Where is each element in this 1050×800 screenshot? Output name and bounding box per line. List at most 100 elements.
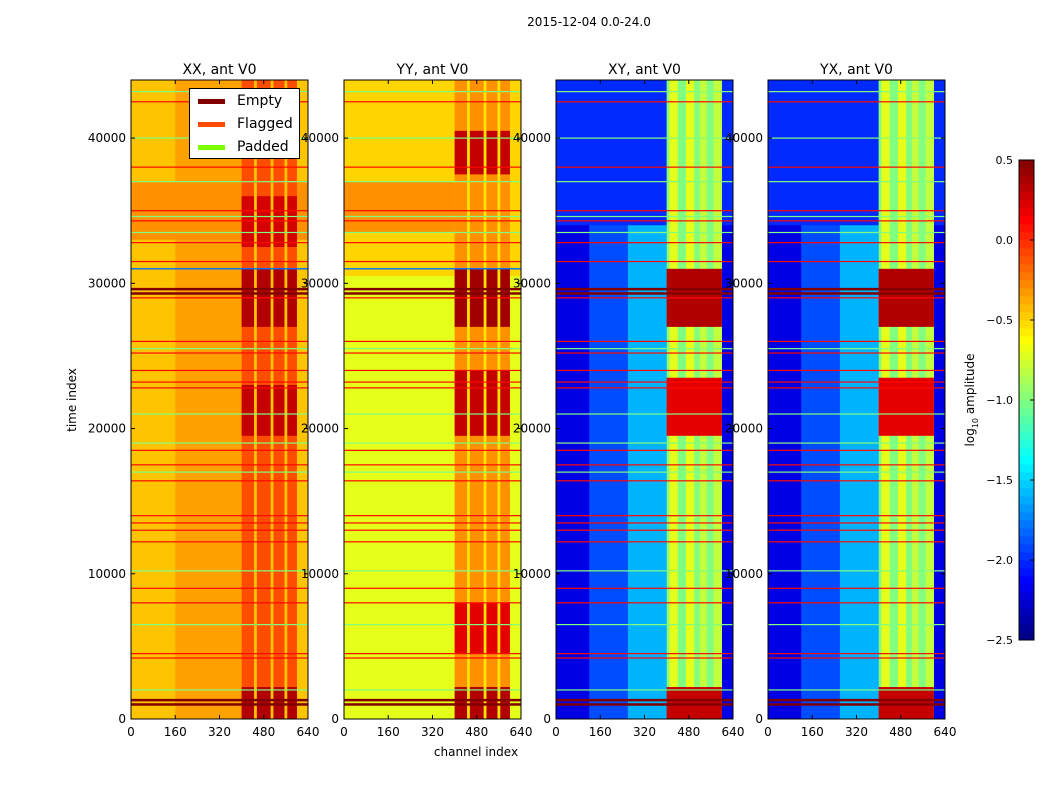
colorbar-segment [1019,200,1034,209]
heatmap-cell [241,384,297,436]
flagged-row-line [344,210,521,212]
empty-row-line [344,698,521,702]
legend-label: Empty [237,93,283,109]
flagged-row-line [131,464,308,466]
heatmap-cell [454,130,510,175]
colorbar-segment [1019,264,1034,273]
heatmap-cell [467,80,470,719]
padded-row-line [768,570,945,572]
y-tick-label: 40000 [725,131,763,145]
flagged-row-line [556,515,733,517]
colorbar-segment [1019,592,1034,601]
y-tick-label: 0 [543,712,551,726]
flagged-row-line [131,340,308,343]
empty-row-line [344,292,521,295]
colorbar-tick-label: −2.0 [986,554,1013,567]
flagged-row-line [768,369,945,372]
y-tick-label: 10000 [301,567,339,581]
colorbar-segment [1019,320,1034,329]
padded-row-line [556,689,733,691]
empty-row-line [131,287,308,291]
colorbar-segment [1019,376,1034,385]
flagged-row-line [344,260,521,263]
row-line [131,268,308,270]
y-tick-label: 20000 [513,422,551,436]
flagged-row-line [556,340,733,343]
padded-row-line [768,231,945,234]
flagged-row-line [768,464,945,466]
x-tick-label: 480 [465,725,488,739]
y-tick-label: 40000 [513,131,551,145]
colorbar-segment [1019,432,1034,441]
flagged-row-line [344,653,521,655]
padded-row-line [131,570,308,572]
colorbar-segment [1019,496,1034,505]
y-tick-label: 0 [331,712,339,726]
heatmap-cell [878,377,934,436]
flagged-row-line [556,657,733,659]
padded-row-line [344,689,521,691]
flagged-row-line [131,515,308,517]
flagged-row-line [768,210,945,212]
colorbar-segment [1019,392,1034,401]
flagged-row-line [344,464,521,466]
flagged-row-line [556,480,733,482]
empty-row-line [131,292,308,295]
panel-0: XX, ant V0 0 160 320 480 640 0 10000 20000 30000 4… [88,62,320,739]
heatmap-cell [454,602,510,654]
x-tick-label: 640 [934,725,957,739]
flagged-row-line [768,387,945,389]
colorbar-segment [1019,520,1034,529]
colorbar-segment [1019,248,1034,257]
x-tick-label: 0 [127,725,135,739]
colorbar-tick-label: 0.5 [996,154,1014,167]
legend-swatch [198,144,225,150]
flagged-row-line [556,297,733,299]
empty-row-line [556,703,733,706]
empty-row-line [131,703,308,706]
legend: Empty Flagged Padded [189,88,300,159]
flagged-row-line [768,653,945,655]
colorbar-segment [1019,480,1034,489]
flagged-row-line [131,529,308,531]
x-tick-label: 160 [589,725,612,739]
empty-row-line [344,287,521,291]
colorbar-segment [1019,384,1034,393]
flagged-row-line [131,297,308,299]
padded-row-line [344,413,521,415]
flagged-row-line [131,602,308,604]
flagged-row-line [344,522,521,524]
flagged-row-line [131,381,308,383]
colorbar-segment [1019,400,1034,409]
colorbar-segment [1019,528,1034,537]
padded-row-line [131,471,308,473]
colorbar-segment [1019,536,1034,545]
flagged-row-line [344,220,521,222]
padded-row-line [768,442,945,444]
padded-row-line [768,91,945,93]
legend-item-padded: Padded [190,136,299,158]
flagged-row-line [131,541,308,543]
flagged-row-line [131,587,308,589]
flagged-row-line [344,381,521,383]
panel-title: YX, ant V0 [819,62,893,78]
padded-row-line [131,624,308,626]
heatmap-cell [878,687,934,719]
x-tick-label: 320 [845,725,868,739]
y-tick-label: 30000 [88,276,126,290]
padded-row-line [131,215,308,218]
padded-row-line [344,471,521,473]
empty-row-line [768,698,945,702]
flagged-row-line [131,653,308,655]
empty-row-line [768,287,945,291]
legend-swatch [198,98,225,104]
flagged-row-line [344,602,521,604]
padded-row-line [556,624,733,626]
padded-row-line [344,624,521,626]
heatmap-cell [666,687,722,719]
padded-row-line [556,181,733,183]
panel-2: XY, ant V0 0 160 320 480 640 0 10000 20000 30000 4… [513,62,745,739]
flagged-row-line [344,101,521,103]
padded-row-line [344,348,521,350]
